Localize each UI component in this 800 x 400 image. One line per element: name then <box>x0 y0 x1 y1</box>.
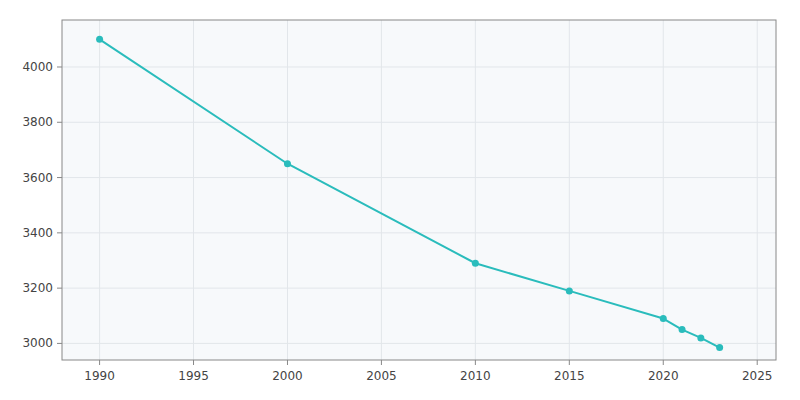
grid-line-x <box>381 20 382 360</box>
tick-label-y: 3000 <box>22 336 53 350</box>
grid-line-x <box>475 20 476 360</box>
tick-label-x: 2000 <box>272 369 303 383</box>
tick-label-x: 2010 <box>460 369 491 383</box>
tick-label-x: 1990 <box>84 369 115 383</box>
grid-line-x <box>569 20 570 360</box>
point <box>472 260 479 267</box>
tick-label-y: 3200 <box>22 281 53 295</box>
chart-svg: 1990 1995 2000 2005 2010 2015 2020 2025 3000 3200… <box>0 0 800 400</box>
line <box>100 39 720 347</box>
tick-mark-y <box>57 343 62 344</box>
point <box>697 334 704 341</box>
tick-mark-y <box>57 122 62 123</box>
tick-mark-y <box>57 177 62 178</box>
grid <box>62 20 776 360</box>
tick-mark-x <box>381 360 382 365</box>
grid-line-y <box>62 288 776 289</box>
point <box>716 344 723 351</box>
point <box>660 315 667 322</box>
tick-mark-y <box>57 66 62 67</box>
plot-background <box>62 20 776 360</box>
chart-container: 1990 1995 2000 2005 2010 2015 2020 2025 3000 3200… <box>0 0 800 400</box>
data <box>96 36 723 351</box>
tick-mark-x <box>99 360 100 365</box>
tick-label-y: 4000 <box>22 60 53 74</box>
tick-label-y: 3600 <box>22 171 53 185</box>
point <box>566 287 573 294</box>
tick-label-y: 3800 <box>22 115 53 129</box>
grid-line-x <box>663 20 664 360</box>
tick-mark-y <box>57 232 62 233</box>
tick-label-y: 3400 <box>22 226 53 240</box>
point <box>679 326 686 333</box>
grid-line-y <box>62 66 776 67</box>
tick-mark-x <box>757 360 758 365</box>
tick-mark-x <box>287 360 288 365</box>
point <box>96 36 103 43</box>
grid-line-y <box>62 343 776 344</box>
grid-line-x <box>757 20 758 360</box>
tick-label-x: 2020 <box>648 369 679 383</box>
grid-line-y <box>62 122 776 123</box>
point <box>284 160 291 167</box>
tick-mark-x <box>569 360 570 365</box>
grid-line-y <box>62 177 776 178</box>
tick-mark-x <box>475 360 476 365</box>
tick-mark-y <box>57 288 62 289</box>
tick-label-x: 2005 <box>366 369 397 383</box>
tick-label-x: 1995 <box>178 369 209 383</box>
plot-frame <box>62 20 776 360</box>
tick-mark-x <box>193 360 194 365</box>
grid-line-x <box>193 20 194 360</box>
tick-label-x: 2015 <box>554 369 585 383</box>
grid-line-x <box>99 20 100 360</box>
tick-mark-x <box>663 360 664 365</box>
tick-label-x: 2025 <box>742 369 773 383</box>
grid-line-x <box>287 20 288 360</box>
